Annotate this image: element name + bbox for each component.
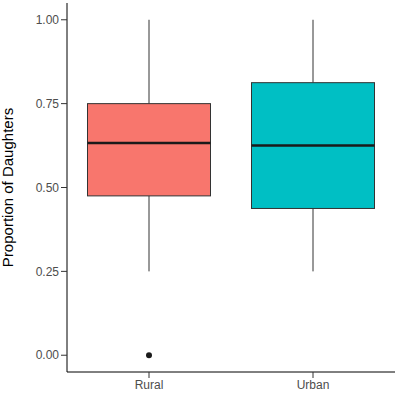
svg-text:1.00: 1.00 (36, 13, 60, 27)
svg-text:0.00: 0.00 (36, 348, 60, 362)
svg-text:Rural: Rural (135, 378, 164, 392)
svg-text:0.50: 0.50 (36, 181, 60, 195)
svg-text:0.25: 0.25 (36, 265, 60, 279)
svg-text:0.75: 0.75 (36, 97, 60, 111)
svg-text:Urban: Urban (297, 378, 330, 392)
svg-text:Proportion of Daughters: Proportion of Daughters (8, 108, 16, 267)
